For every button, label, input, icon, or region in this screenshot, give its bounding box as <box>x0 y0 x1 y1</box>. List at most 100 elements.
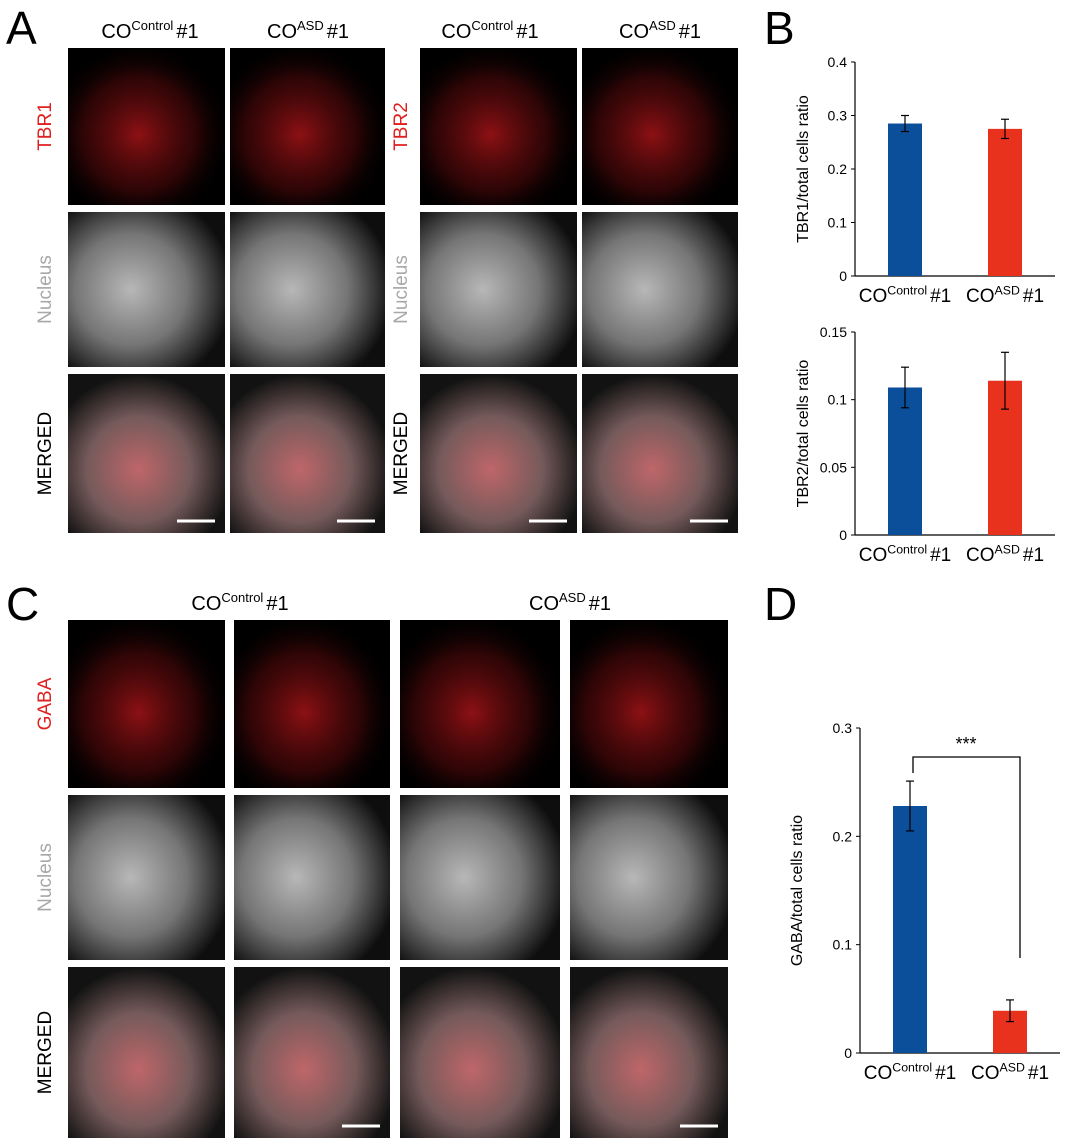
label-superscript: ASD <box>559 590 586 605</box>
condition-label: COASD #1 <box>619 18 701 43</box>
micrograph-signal <box>420 374 577 533</box>
condition-label: COControl #1 <box>859 283 951 307</box>
label-base: CO <box>859 286 888 307</box>
micrograph-signal <box>400 795 560 960</box>
micrograph-signal <box>570 620 728 788</box>
label-base: CO <box>101 21 131 43</box>
label-base: CO <box>619 21 649 43</box>
label-suffix: #1 <box>930 286 951 307</box>
condition-label: COASD #1 <box>971 1060 1049 1084</box>
micrograph-signal <box>582 212 738 367</box>
micrograph-signal <box>582 48 738 205</box>
y-tick-label: 0 <box>839 527 847 543</box>
label-base: CO <box>441 21 471 43</box>
row-label: MERGED <box>391 412 412 495</box>
row-label: GABA <box>35 677 56 730</box>
row-label: MERGED <box>35 1011 56 1094</box>
label-base: CO <box>859 545 888 566</box>
panel-letter: A <box>6 2 37 54</box>
label-superscript: Control <box>221 590 263 605</box>
row-label: Nucleus <box>35 255 56 324</box>
label-superscript: ASD <box>297 18 324 33</box>
y-tick-label: 0.1 <box>828 392 848 408</box>
label-superscript: ASD <box>994 283 1019 297</box>
label-suffix: #1 <box>516 21 538 43</box>
y-tick-label: 0.05 <box>820 459 847 475</box>
micrograph-signal <box>400 620 560 788</box>
micrograph-signal <box>68 212 225 367</box>
label-base: CO <box>966 286 995 307</box>
y-axis-label: TBR1/total cells ratio <box>795 95 812 243</box>
significance-bracket <box>912 756 1021 958</box>
micrograph-signal <box>234 967 390 1138</box>
row-label: MERGED <box>35 412 56 495</box>
label-superscript: Control <box>471 18 513 33</box>
bar <box>888 123 922 277</box>
micrograph-signal <box>234 620 390 788</box>
row-label: TBR2 <box>391 102 412 151</box>
label-superscript: ASD <box>999 1060 1024 1074</box>
micrograph-signal <box>68 967 225 1138</box>
condition-label: COASD #1 <box>529 590 611 615</box>
label-base: CO <box>267 21 297 43</box>
label-base: CO <box>864 1063 893 1084</box>
label-suffix: #1 <box>266 593 288 615</box>
micrograph-signal <box>570 795 728 960</box>
micrograph-signal <box>230 212 385 367</box>
label-suffix: #1 <box>1028 1063 1049 1084</box>
condition-label: COASD #1 <box>267 18 349 43</box>
condition-label: COASD #1 <box>966 542 1044 566</box>
label-suffix: #1 <box>589 593 611 615</box>
micrograph-signal <box>68 620 225 788</box>
label-suffix: #1 <box>327 21 349 43</box>
label-suffix: #1 <box>1023 545 1044 566</box>
label-suffix: #1 <box>176 21 198 43</box>
label-suffix: #1 <box>930 545 951 566</box>
row-label: Nucleus <box>35 843 56 912</box>
y-tick-label: 0.1 <box>833 937 853 953</box>
label-base: CO <box>191 593 221 615</box>
condition-label: COControl #1 <box>859 542 951 566</box>
micrograph-signal <box>68 795 225 960</box>
micrograph-signal <box>230 374 385 533</box>
y-axis-label: TBR2/total cells ratio <box>795 360 812 508</box>
label-suffix: #1 <box>935 1063 956 1084</box>
label-superscript: Control <box>892 1060 932 1074</box>
condition-label: COControl #1 <box>191 590 288 615</box>
y-tick-label: 0.15 <box>820 324 847 340</box>
y-tick-label: 0.2 <box>828 161 848 177</box>
y-tick-label: 0.2 <box>833 828 853 844</box>
micrograph-signal <box>400 967 560 1138</box>
bar <box>888 387 922 535</box>
label-superscript: ASD <box>994 542 1019 556</box>
y-tick-label: 0.3 <box>828 108 848 124</box>
micrograph-signal <box>420 212 577 367</box>
condition-label: COControl #1 <box>441 18 538 43</box>
bar <box>988 128 1022 276</box>
panel-letter: C <box>6 578 39 630</box>
label-suffix: #1 <box>679 21 701 43</box>
label-superscript: ASD <box>649 18 676 33</box>
bar <box>893 806 927 1053</box>
label-base: CO <box>971 1063 1000 1084</box>
micrograph-signal <box>68 48 225 205</box>
row-label: Nucleus <box>391 255 412 324</box>
label-superscript: Control <box>131 18 173 33</box>
y-tick-label: 0 <box>844 1045 852 1061</box>
micrograph-signal <box>570 967 728 1138</box>
label-superscript: Control <box>887 283 927 297</box>
micrograph-signal <box>234 795 390 960</box>
condition-label: COControl #1 <box>864 1060 956 1084</box>
micrograph-signal <box>582 374 738 533</box>
panel-letter: B <box>764 2 795 54</box>
condition-label: COASD #1 <box>966 283 1044 307</box>
row-label: TBR1 <box>35 102 56 151</box>
panel-letter: D <box>764 578 797 630</box>
label-base: CO <box>529 593 559 615</box>
label-base: CO <box>966 545 995 566</box>
y-tick-label: 0 <box>839 268 847 284</box>
micrograph-signal <box>230 48 385 205</box>
y-tick-label: 0.4 <box>828 54 848 70</box>
y-tick-label: 0.1 <box>828 215 848 231</box>
y-tick-label: 0.3 <box>833 720 853 736</box>
